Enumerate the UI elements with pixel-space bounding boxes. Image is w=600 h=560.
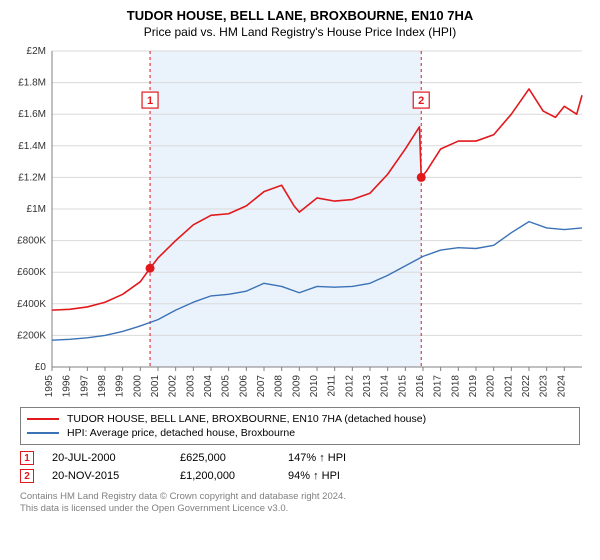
svg-text:2023: 2023: [539, 375, 550, 398]
sale-price: £1,200,000: [180, 470, 270, 482]
sale-marker-icon: 2: [20, 469, 34, 483]
sale-date: 20-NOV-2015: [52, 470, 162, 482]
svg-text:2022: 2022: [521, 375, 532, 398]
svg-text:2012: 2012: [344, 375, 355, 398]
legend-swatch: [27, 432, 59, 434]
svg-text:£1.4M: £1.4M: [18, 141, 46, 152]
svg-text:£200K: £200K: [17, 330, 46, 341]
sale-pct: 94% ↑ HPI: [288, 470, 340, 482]
svg-text:2014: 2014: [380, 375, 391, 398]
svg-text:2: 2: [418, 95, 424, 107]
legend-swatch: [27, 418, 59, 420]
sale-marker-icon: 1: [20, 451, 34, 465]
svg-text:1996: 1996: [62, 375, 73, 398]
sale-events: 1 20-JUL-2000 £625,000 147% ↑ HPI 2 20-NOV-20…: [20, 449, 580, 485]
svg-text:2004: 2004: [203, 375, 214, 398]
svg-text:2019: 2019: [468, 375, 479, 398]
svg-text:2005: 2005: [221, 375, 232, 398]
legend-label: TUDOR HOUSE, BELL LANE, BROXBOURNE, EN10…: [67, 413, 426, 425]
svg-text:1: 1: [147, 95, 153, 107]
sale-price: £625,000: [180, 452, 270, 464]
svg-text:2018: 2018: [450, 375, 461, 398]
svg-text:2016: 2016: [415, 375, 426, 398]
title-block: TUDOR HOUSE, BELL LANE, BROXBOURNE, EN10…: [10, 8, 590, 39]
svg-text:2006: 2006: [238, 375, 249, 398]
sale-row: 2 20-NOV-2015 £1,200,000 94% ↑ HPI: [20, 467, 580, 485]
svg-text:2008: 2008: [274, 375, 285, 398]
svg-text:2003: 2003: [185, 375, 196, 398]
legend: TUDOR HOUSE, BELL LANE, BROXBOURNE, EN10…: [20, 407, 580, 445]
svg-text:£0: £0: [35, 362, 47, 373]
svg-text:1999: 1999: [115, 375, 126, 398]
footer-attribution: Contains HM Land Registry data © Crown c…: [20, 491, 580, 515]
svg-text:£2M: £2M: [27, 46, 46, 57]
svg-text:2015: 2015: [397, 375, 408, 398]
svg-text:2021: 2021: [503, 375, 514, 398]
sale-row: 1 20-JUL-2000 £625,000 147% ↑ HPI: [20, 449, 580, 467]
svg-text:1997: 1997: [79, 375, 90, 398]
chart-area: £0 £200K £400K £600K £800K £1M £1.2M £1.4M £1.6M…: [10, 43, 590, 403]
svg-text:2000: 2000: [132, 375, 143, 398]
legend-row: HPI: Average price, detached house, Brox…: [27, 426, 573, 440]
svg-text:2001: 2001: [150, 375, 161, 398]
svg-text:£1.6M: £1.6M: [18, 109, 46, 120]
svg-text:£400K: £400K: [17, 299, 46, 310]
svg-text:2002: 2002: [168, 375, 179, 398]
svg-text:2010: 2010: [309, 375, 320, 398]
svg-text:£800K: £800K: [17, 236, 46, 247]
chart-subtitle: Price paid vs. HM Land Registry's House …: [10, 25, 590, 39]
svg-text:£1.8M: £1.8M: [18, 78, 46, 89]
svg-text:2017: 2017: [433, 375, 444, 398]
legend-label: HPI: Average price, detached house, Brox…: [67, 427, 295, 439]
svg-text:2011: 2011: [327, 375, 338, 397]
chart-container: TUDOR HOUSE, BELL LANE, BROXBOURNE, EN10…: [0, 0, 600, 521]
footer-line: This data is licensed under the Open Gov…: [20, 503, 580, 515]
sale-pct: 147% ↑ HPI: [288, 452, 346, 464]
svg-text:2020: 2020: [486, 375, 497, 398]
svg-text:2007: 2007: [256, 375, 267, 398]
svg-text:2013: 2013: [362, 375, 373, 398]
line-chart: £0 £200K £400K £600K £800K £1M £1.2M £1.4M £1.6M…: [10, 43, 590, 403]
chart-title: TUDOR HOUSE, BELL LANE, BROXBOURNE, EN10…: [10, 8, 590, 23]
footer-line: Contains HM Land Registry data © Crown c…: [20, 491, 580, 503]
legend-row: TUDOR HOUSE, BELL LANE, BROXBOURNE, EN10…: [27, 412, 573, 426]
sale-date: 20-JUL-2000: [52, 452, 162, 464]
svg-text:£1.2M: £1.2M: [18, 172, 46, 183]
svg-text:£600K: £600K: [17, 267, 46, 278]
svg-text:£1M: £1M: [27, 204, 46, 215]
svg-text:1995: 1995: [44, 375, 55, 398]
svg-text:2024: 2024: [556, 375, 567, 398]
svg-text:1998: 1998: [97, 375, 108, 398]
svg-text:2009: 2009: [291, 375, 302, 398]
